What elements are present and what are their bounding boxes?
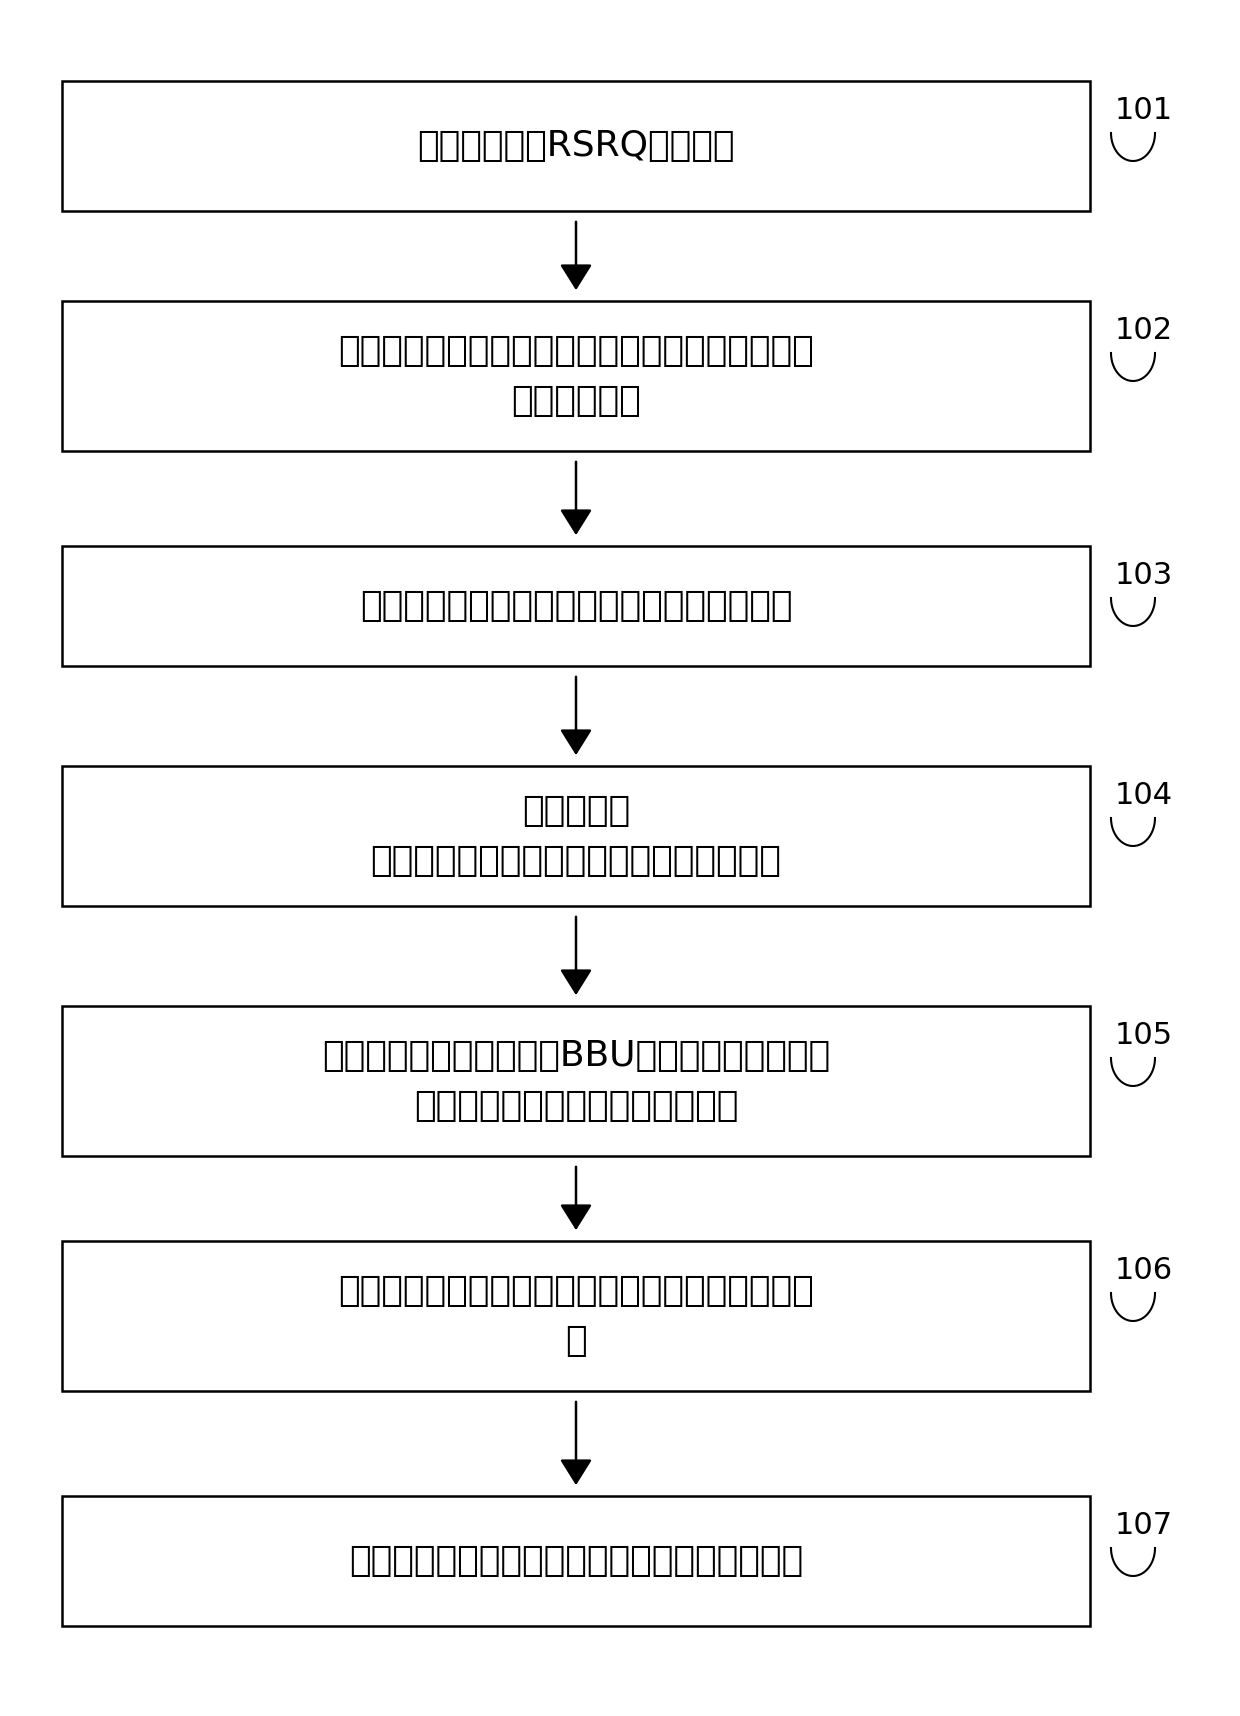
Text: 超级基站或各个基站统计终端的上报信息，确定终
端的邻区列表: 超级基站或各个基站统计终端的上报信息，确定终 端的邻区列表 [339, 335, 813, 419]
Text: 101: 101 [1115, 96, 1173, 125]
Bar [62, 1006, 1090, 1157]
Text: 103: 103 [1115, 561, 1173, 590]
Bar [62, 81, 1090, 211]
Text: 107: 107 [1115, 1512, 1173, 1539]
Text: 超级基站或
各个基站统计终端协调扇区，判断终端类型: 超级基站或 各个基站统计终端协调扇区，判断终端类型 [371, 795, 781, 879]
Bar [62, 765, 1090, 906]
Bar [62, 546, 1090, 666]
Text: 105: 105 [1115, 1021, 1173, 1050]
Text: 终端周期上报RSRQ测量信息: 终端周期上报RSRQ测量信息 [417, 129, 735, 163]
Bar [62, 1496, 1090, 1627]
Text: 超级基站通过随机器随机生成每个扇区的优先级顺
序: 超级基站通过随机器随机生成每个扇区的优先级顺 序 [339, 1273, 813, 1357]
Text: 102: 102 [1115, 316, 1173, 345]
Text: 按优先级从低到高的顺序依次对各扇区进行调整: 按优先级从低到高的顺序依次对各扇区进行调整 [348, 1544, 804, 1579]
Bar [62, 300, 1090, 451]
Text: 106: 106 [1115, 1256, 1173, 1285]
Text: 104: 104 [1115, 781, 1173, 810]
Text: 超级基站或各个基站确定终端的协调扇区集合: 超级基站或各个基站确定终端的协调扇区集合 [360, 589, 792, 623]
Bar [62, 1241, 1090, 1392]
Text: 超级基站下的各个基站的BBU按照比例公平调度算
法对各个扇区下的终端进行预调度: 超级基站下的各个基站的BBU按照比例公平调度算 法对各个扇区下的终端进行预调度 [322, 1038, 830, 1122]
